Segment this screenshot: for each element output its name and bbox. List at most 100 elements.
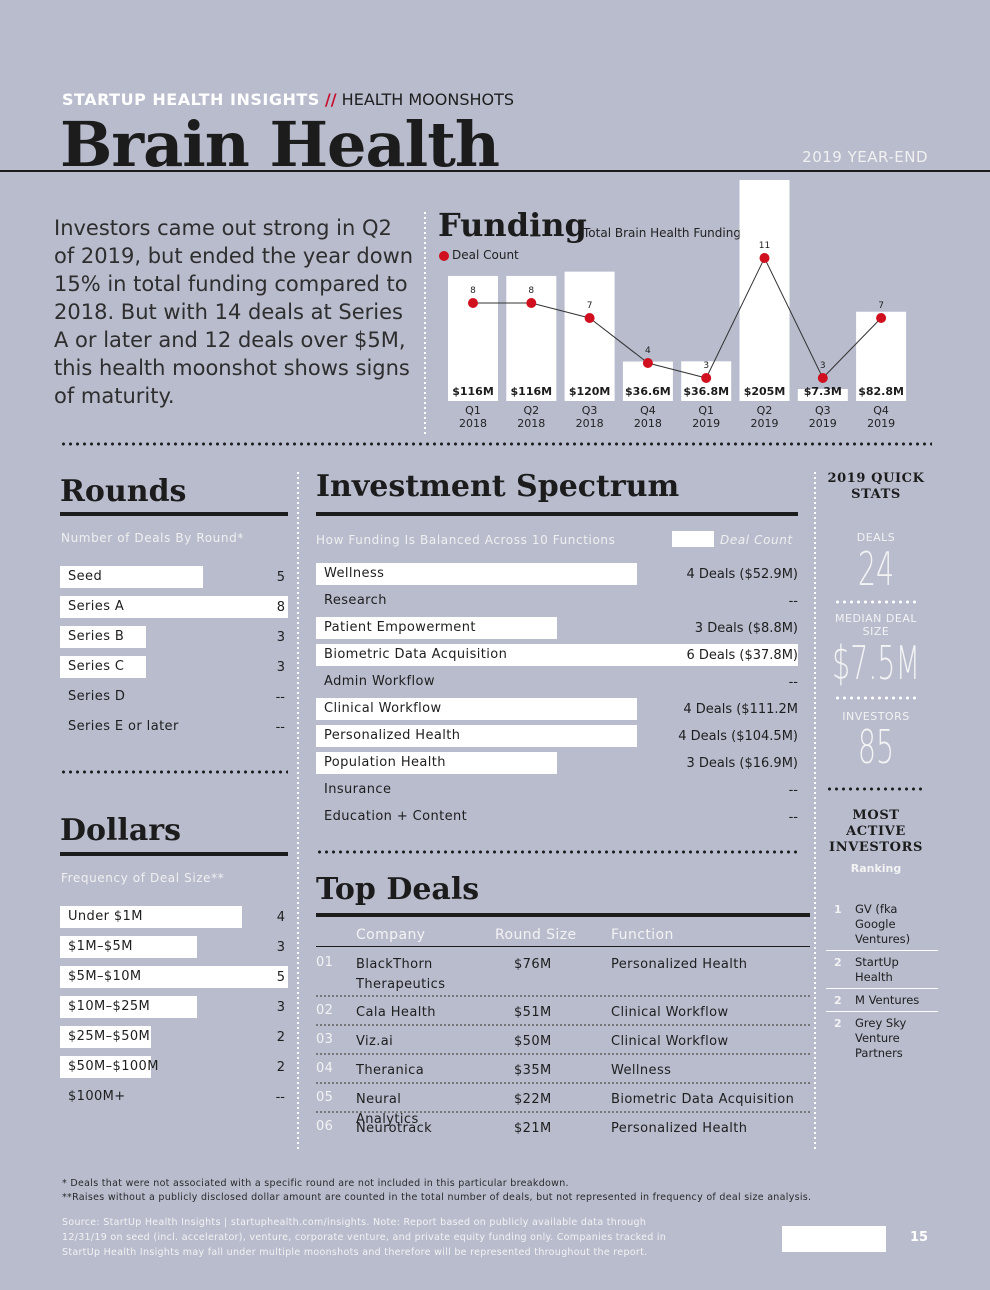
funding-value-label: $116M (452, 385, 494, 398)
x-tick-label: 2018 (634, 417, 662, 430)
x-tick-label: 2018 (517, 417, 545, 430)
spectrum-value: -- (788, 783, 798, 798)
spectrum-row: Education + Content -- (316, 806, 798, 828)
funding-bar (564, 271, 615, 401)
funding-title: Funding (438, 206, 587, 244)
deal-count-point (759, 253, 770, 263)
table-row-divider (316, 1111, 810, 1113)
investors-value: 85 (857, 720, 895, 774)
dollars-title: Dollars (60, 813, 181, 848)
rounds-row: Series A 8 (60, 596, 288, 618)
median-value: $7.5M (831, 636, 921, 690)
title-rule (0, 170, 990, 172)
dollars-row: $1M–$5M 3 (60, 936, 285, 958)
x-tick-label: Q4 (873, 404, 889, 417)
funding-subtitle: Total Brain Health Funding (583, 226, 741, 240)
deals-label: DEALS (856, 531, 896, 544)
kicker-brand: STARTUP HEALTH INSIGHTS (62, 90, 320, 109)
deal-count-label: 4 (645, 346, 651, 356)
funding-value-label: $116M (511, 385, 553, 398)
x-tick-label: 2019 (692, 417, 720, 430)
col-company: Company (356, 927, 426, 943)
spectrum-bar (316, 698, 638, 720)
dollars-row: $25M–$50M 2 (60, 1026, 285, 1048)
rounds-label: Series E or later (68, 719, 179, 734)
deal-round-size: $21M (514, 1121, 552, 1136)
spectrum-label: Research (324, 593, 387, 608)
footnote-rounds: * Deals that were not associated with a … (62, 1178, 569, 1189)
table-row: 05 Neural Analytics $22M Biometric Data Acq… (316, 1085, 810, 1127)
deal-count-point (701, 373, 712, 383)
funding-bar (739, 180, 790, 401)
dollars-bar (60, 906, 243, 928)
funding-value-label: $7.3M (804, 385, 842, 398)
spectrum-row: Insurance -- (316, 779, 798, 801)
funding-value-label: $120M (569, 385, 611, 398)
dollars-value: 4 (276, 910, 285, 925)
dollars-value: 2 (276, 1030, 285, 1045)
spectrum-bar (316, 563, 638, 585)
deal-round-size: $76M (514, 957, 552, 972)
rounds-label: Series C (68, 659, 125, 674)
quick-stats-divider (834, 696, 918, 700)
footnote-deal-size: **Raises without a publicly disclosed do… (62, 1192, 812, 1203)
table-row: 06 Neurotrack $21M Personalized Health (316, 1114, 810, 1143)
investor-divider (826, 950, 938, 951)
dollars-label: $100M+ (68, 1089, 126, 1104)
top-deals-title: Top Deals (316, 872, 480, 907)
rounds-label: Series D (68, 689, 126, 704)
rounds-value: -- (275, 720, 285, 735)
spectrum-bar (316, 617, 557, 639)
deal-rank: 06 (316, 1119, 334, 1134)
dollars-bar (60, 966, 288, 988)
quick-stats-title: 2019 QUICK STATS (827, 471, 925, 502)
spectrum-row: Admin Workflow -- (316, 671, 798, 693)
funding-value-label: $205M (744, 385, 786, 398)
deal-round-size: $51M (514, 1005, 552, 1020)
spectrum-row: Population Health 3 Deals ($16.9M) (316, 752, 798, 774)
deal-function: Wellness (611, 1063, 672, 1078)
deal-count-point (526, 298, 537, 308)
investor-rank: 2 (834, 1017, 842, 1030)
spectrum-label: Population Health (324, 755, 446, 770)
x-tick-label: Q1 (698, 404, 714, 417)
deal-function: Biometric Data Acquisition (611, 1092, 795, 1107)
dollars-label: $5M–$10M (68, 969, 142, 984)
investor-name: GV (fka Google Ventures) (855, 902, 911, 946)
deal-company: Neurotrack (356, 1121, 433, 1136)
page-number: 15 (910, 1230, 929, 1245)
spectrum-bar (316, 644, 798, 666)
deal-function: Personalized Health (611, 1121, 748, 1136)
table-row: 04 Theranica $35M Wellness (316, 1056, 810, 1085)
spectrum-row: Biometric Data Acquisition 6 Deals ($37.8… (316, 644, 798, 666)
spectrum-legend: Deal Count (720, 533, 793, 547)
dollars-bar (60, 1026, 152, 1048)
rounds-value: -- (275, 690, 285, 705)
spectrum-rule (316, 512, 798, 516)
spectrum-value: 4 Deals ($104.5M) (678, 729, 798, 744)
ranking-label: Ranking (850, 862, 902, 875)
dollars-value: 3 (276, 1000, 285, 1015)
deal-round-size: $35M (514, 1063, 552, 1078)
rounds-bar (60, 656, 146, 678)
spectrum-bar (316, 752, 557, 774)
dollars-label: $25M–$50M (68, 1029, 151, 1044)
deal-round-size: $50M (514, 1034, 552, 1049)
x-tick-label: 2018 (576, 417, 604, 430)
rounds-bar (60, 566, 203, 588)
investor-row: 2 M Ventures (826, 991, 938, 1014)
rounds-title: Rounds (60, 474, 187, 509)
col-round-size: Round Size (495, 927, 577, 943)
column-divider (297, 472, 299, 1152)
spectrum-row: Research -- (316, 590, 798, 612)
investor-name: Grey Sky Venture Partners (855, 1016, 907, 1060)
table-row: 02 Cala Health $51M Clinical Workflow (316, 998, 810, 1027)
x-tick-label: Q2 (757, 404, 773, 417)
x-tick-label: 2019 (867, 417, 895, 430)
col-function: Function (611, 927, 674, 943)
deal-count-point (584, 313, 595, 323)
dollars-row: $50M–$100M 2 (60, 1056, 285, 1078)
spectrum-legend-swatch (672, 531, 714, 547)
investor-row: 2 Grey Sky Venture Partners (826, 1014, 938, 1067)
dollars-row: $5M–$10M 5 (60, 966, 288, 988)
